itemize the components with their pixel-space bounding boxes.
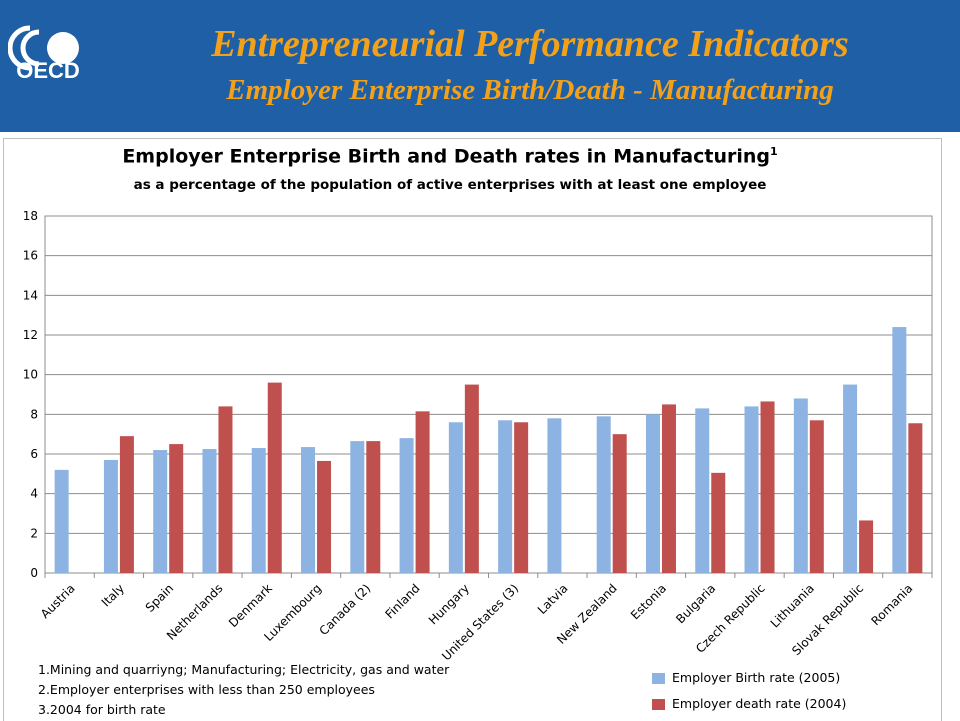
bar-death-3 [218, 406, 233, 573]
chart-title: Employer Enterprise Birth and Death rate… [122, 145, 778, 168]
chart-title-superscript: 1 [770, 145, 778, 158]
bar-death-6 [366, 441, 381, 573]
x-tick-label: Lithuania [768, 581, 817, 630]
x-tick-label: Austria [38, 581, 78, 621]
x-tick-label: Romania [868, 581, 915, 628]
bar-birth-10 [547, 418, 562, 573]
y-tick-label: 14 [23, 288, 38, 302]
bar-birth-6 [350, 441, 365, 573]
x-tick-label: Canada (2) [317, 581, 374, 638]
x-tick-label: Italy [99, 581, 127, 609]
bar-death-13 [711, 472, 726, 573]
bar-birth-2 [153, 450, 168, 573]
bar-death-5 [317, 460, 332, 573]
y-tick-label: 8 [30, 407, 38, 421]
y-tick-label: 6 [30, 447, 38, 461]
y-tick-label: 18 [23, 209, 38, 223]
x-tick-label: Latvia [535, 581, 571, 617]
bar-birth-17 [892, 327, 907, 573]
x-tick-label: Spain [143, 581, 177, 615]
page-subtitle: Employer Enterprise Birth/Death - Manufa… [226, 74, 834, 106]
bar-death-8 [464, 384, 479, 573]
y-tick-label: 16 [23, 249, 38, 263]
x-tick-label: Denmark [226, 581, 275, 630]
oecd-logo-icon [8, 25, 79, 71]
x-tick-label: Hungary [426, 581, 472, 627]
bar-birth-15 [793, 398, 808, 573]
x-tick-label: Bulgaria [673, 581, 718, 626]
legend-label-death: Employer death rate (2004) [672, 696, 847, 711]
x-tick-label: Finland [382, 581, 422, 621]
bar-death-1 [119, 436, 134, 573]
bar-birth-11 [596, 416, 611, 573]
header-banner: OECD Entrepreneurial Performance Indicat… [0, 0, 960, 132]
bar-death-2 [169, 444, 184, 573]
bar-birth-12 [645, 414, 660, 573]
chart-subtitle: as a percentage of the population of act… [133, 177, 767, 193]
bar-birth-8 [448, 422, 463, 573]
y-tick-label: 4 [30, 487, 38, 501]
bar-birth-16 [843, 384, 858, 573]
footnote-2: 2.Employer enterprises with less than 25… [38, 682, 375, 697]
x-tick-label: Estonia [628, 581, 669, 622]
bar-birth-5 [301, 447, 316, 573]
bar-death-12 [661, 404, 676, 573]
bar-birth-3 [202, 449, 217, 573]
bar-birth-13 [695, 408, 710, 573]
y-tick-label: 0 [30, 566, 38, 580]
footnote-3: 3.2004 for birth rate [38, 702, 166, 717]
bar-death-11 [612, 434, 627, 573]
y-tick-label: 12 [23, 328, 38, 342]
page-title: Entrepreneurial Performance Indicators [211, 23, 849, 65]
bar-birth-0 [54, 469, 69, 573]
bar-death-15 [809, 420, 824, 573]
y-tick-label: 2 [30, 526, 38, 540]
legend-label-birth: Employer Birth rate (2005) [672, 670, 841, 685]
bar-death-17 [908, 423, 923, 573]
bar-birth-7 [399, 438, 414, 573]
bar-death-16 [859, 520, 874, 573]
bar-death-7 [415, 411, 430, 573]
legend-swatch-birth [652, 673, 665, 684]
footnote-1: 1.Mining and quarriyng; Manufacturing; E… [38, 662, 450, 677]
oecd-logo-text: OECD [16, 58, 80, 83]
bar-birth-1 [103, 459, 118, 573]
bar-birth-9 [498, 420, 513, 573]
bar-death-4 [267, 382, 282, 573]
y-tick-label: 10 [23, 368, 38, 382]
bar-death-9 [514, 422, 529, 573]
bar-birth-14 [744, 406, 759, 573]
bar-death-14 [760, 401, 775, 573]
bar-birth-4 [251, 448, 266, 573]
legend-swatch-death [652, 699, 665, 710]
